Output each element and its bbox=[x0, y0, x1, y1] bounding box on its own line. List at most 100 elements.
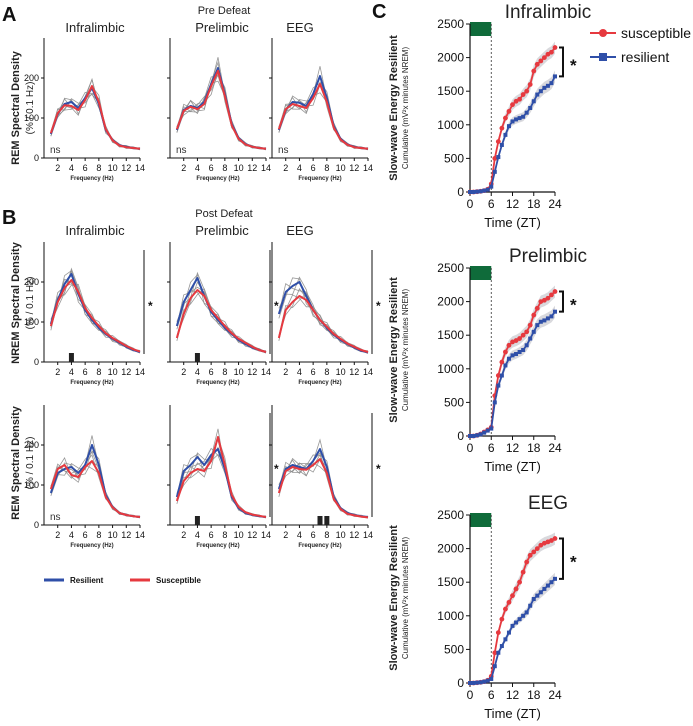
x-tick-label: 4 bbox=[195, 530, 200, 540]
x-tick-label: 2 bbox=[55, 530, 60, 540]
y-tick-label: 500 bbox=[444, 151, 464, 165]
y-tick-label: 1000 bbox=[437, 609, 464, 623]
series-line-susceptible bbox=[175, 289, 267, 353]
x-tick-label: 2 bbox=[55, 163, 60, 173]
x-axis-label: Frequency (Hz) bbox=[196, 543, 239, 549]
x-tick-label: 2 bbox=[283, 530, 288, 540]
ylabel-swe-unit-c3: Cumulative (mV²x minutes NREM) bbox=[401, 537, 410, 660]
data-point-resilient bbox=[538, 319, 543, 324]
data-point-resilient bbox=[485, 678, 490, 683]
data-point-resilient bbox=[545, 83, 550, 88]
x-tick-label: 12 bbox=[349, 163, 359, 173]
significance-bin-marker bbox=[324, 516, 330, 525]
data-point-resilient bbox=[535, 593, 540, 598]
data-point-susceptible bbox=[524, 559, 530, 565]
chart-title: Prelimbic bbox=[509, 246, 587, 267]
legend-susceptible-label: Susceptible bbox=[156, 576, 201, 585]
x-tick-label: 10 bbox=[336, 530, 346, 540]
data-point-resilient bbox=[482, 188, 487, 193]
x-tick-label: 10 bbox=[234, 530, 244, 540]
significance-bracket bbox=[559, 290, 564, 313]
data-point-resilient bbox=[503, 363, 508, 368]
x-tick-label: 0 bbox=[467, 688, 474, 702]
x-tick-label: 2 bbox=[181, 367, 186, 377]
legend-resilient-label: Resilient bbox=[70, 576, 104, 585]
data-point-susceptible bbox=[534, 546, 540, 551]
data-point-susceptible bbox=[520, 92, 526, 97]
error-band-susceptible bbox=[470, 41, 555, 192]
data-point-resilient bbox=[514, 620, 519, 625]
data-point-susceptible bbox=[538, 58, 544, 64]
chart-A-prelimbic: 2 4 6 8 10 12 14 Frequency (Hz) ns bbox=[167, 38, 271, 182]
chart-title: Infralimbic bbox=[505, 2, 592, 23]
individual-trace bbox=[176, 80, 267, 150]
x-tick-label: 12 bbox=[506, 197, 520, 211]
individual-trace bbox=[176, 57, 267, 150]
data-point-resilient bbox=[521, 347, 526, 352]
chart-B-rem-eeg: 2 4 6 8 10 12 14 Frequency (Hz) * bbox=[269, 405, 381, 549]
x-tick-label: 6 bbox=[311, 530, 316, 540]
individual-trace bbox=[176, 273, 267, 352]
data-point-susceptible bbox=[531, 312, 537, 318]
x-tick-label: 8 bbox=[96, 163, 101, 173]
ylabel-swe-unit-c2: Cumulative (mV²x minutes NREM) bbox=[401, 289, 410, 412]
dark-phase-bar bbox=[470, 22, 492, 36]
data-point-resilient bbox=[521, 613, 526, 618]
data-point-resilient bbox=[503, 637, 508, 642]
x-tick-label: 6 bbox=[83, 530, 88, 540]
data-point-resilient bbox=[528, 336, 533, 341]
individual-trace bbox=[50, 91, 141, 150]
data-point-resilient bbox=[510, 119, 515, 124]
section-title-post: Post Defeat bbox=[195, 208, 252, 220]
x-axis-label: Frequency (Hz) bbox=[70, 176, 113, 182]
significance-bracket bbox=[559, 46, 564, 78]
y-tick-label: 0 bbox=[457, 185, 464, 199]
series-line-susceptible bbox=[277, 458, 369, 519]
annotation-star: * bbox=[570, 296, 577, 315]
x-tick-label: 6 bbox=[83, 367, 88, 377]
x-tick-label: 2 bbox=[283, 163, 288, 173]
data-point-resilient bbox=[510, 623, 515, 628]
x-tick-label: 12 bbox=[247, 163, 257, 173]
y-tick-label: 0 bbox=[34, 153, 39, 163]
x-axis-label: Frequency (Hz) bbox=[298, 176, 341, 182]
data-point-resilient bbox=[475, 680, 480, 685]
series-line-resilient bbox=[277, 281, 369, 354]
y-tick-label: 0 bbox=[34, 520, 39, 530]
x-tick-label: 8 bbox=[96, 530, 101, 540]
chart-title: EEG bbox=[528, 493, 568, 514]
data-point-susceptible bbox=[552, 536, 558, 541]
panel-b-title-prelimbic: Prelimbic bbox=[195, 223, 249, 238]
series-line-susceptible bbox=[49, 279, 141, 353]
data-point-susceptible bbox=[503, 606, 508, 612]
y-tick-label: 500 bbox=[444, 395, 464, 409]
data-point-susceptible bbox=[495, 139, 501, 145]
y-tick-label: 0 bbox=[457, 676, 464, 690]
data-point-susceptible bbox=[527, 322, 533, 328]
y-tick-label: 2000 bbox=[437, 295, 464, 309]
annotation-ns: ns bbox=[50, 512, 61, 523]
data-point-susceptible bbox=[531, 68, 537, 74]
individual-trace bbox=[176, 452, 267, 519]
annotation-star: * bbox=[570, 56, 577, 75]
x-tick-label: 6 bbox=[209, 367, 214, 377]
panel-a-title-prelimbic: Prelimbic bbox=[195, 20, 249, 35]
x-tick-label: 6 bbox=[311, 163, 316, 173]
x-axis-label: Time (ZT) bbox=[484, 215, 541, 230]
data-point-susceptible bbox=[541, 297, 547, 303]
x-tick-label: 2 bbox=[55, 367, 60, 377]
y-tick-label: 1500 bbox=[437, 575, 464, 589]
annotation-star: * bbox=[274, 299, 279, 313]
data-point-resilient bbox=[531, 329, 536, 334]
panel-letter-b: B bbox=[2, 207, 16, 229]
x-tick-label: 6 bbox=[488, 441, 495, 455]
x-tick-label: 8 bbox=[96, 367, 101, 377]
y-tick-label: 2000 bbox=[437, 51, 464, 65]
panel-b-title-infralimbic: Infralimbic bbox=[65, 223, 125, 238]
x-tick-label: 14 bbox=[135, 530, 145, 540]
data-point-susceptible bbox=[513, 98, 519, 104]
data-point-susceptible bbox=[520, 569, 526, 575]
data-point-resilient bbox=[468, 681, 472, 685]
data-point-resilient bbox=[478, 432, 483, 437]
chart-B-nrem-prelimbic: 2 4 6 8 10 12 14 Frequency (Hz) * bbox=[167, 242, 279, 386]
